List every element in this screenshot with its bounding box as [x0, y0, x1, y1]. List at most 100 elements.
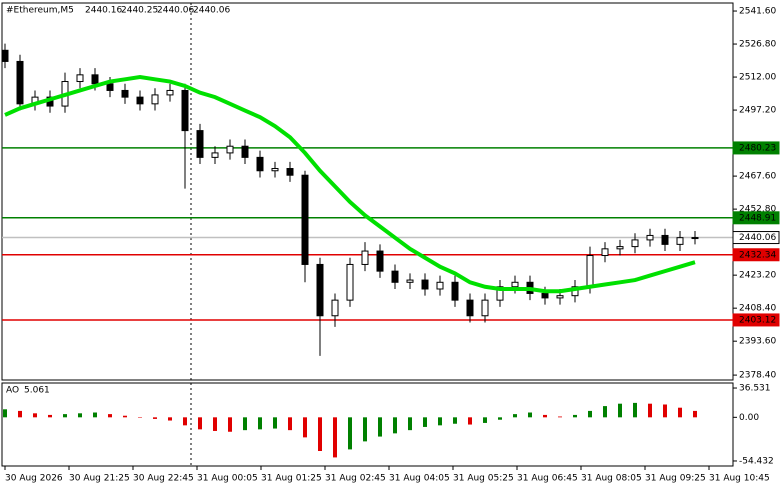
ao-bar: [333, 417, 337, 458]
ao-bar: [258, 417, 262, 430]
candle-body: [421, 279, 429, 290]
x-tick-label: 31 Aug 10:45: [709, 474, 770, 484]
candle-body: [541, 292, 549, 299]
ao-bar: [138, 417, 142, 418]
ao-bar: [108, 414, 112, 418]
ao-bar: [513, 414, 517, 418]
ao-name: AO: [6, 386, 19, 396]
ao-bar: [243, 417, 247, 431]
ao-bar: [618, 403, 622, 418]
x-tick-label: 30 Aug 22:45: [133, 474, 194, 484]
level-box: [732, 141, 780, 155]
y-tick-label: 2541.60: [739, 7, 776, 17]
ao-bar: [93, 412, 97, 418]
ao-y-tick-label: -54.432: [739, 456, 774, 466]
ao-bar: [393, 417, 397, 434]
candle-body: [1, 49, 9, 62]
x-tick-label: 31 Aug 08:05: [581, 474, 642, 484]
candle-body: [346, 263, 354, 301]
ao-bar: [33, 413, 37, 418]
candle-body: [586, 255, 594, 288]
ao-bar: [3, 409, 7, 418]
x-tick-label: 31 Aug 06:45: [517, 474, 578, 484]
level-label: 2480.23: [739, 143, 776, 153]
ao-bar: [378, 417, 382, 437]
y-tick-label: 2452.80: [739, 205, 776, 215]
ao-bar: [168, 417, 172, 421]
y-tick-label: 2408.40: [739, 304, 776, 314]
candle-body: [466, 299, 474, 317]
ao-bar: [123, 415, 127, 418]
y-tick-label: 2423.20: [739, 271, 776, 281]
candle-body: [106, 83, 114, 91]
candle-body: [226, 145, 234, 154]
candle-body: [661, 234, 669, 245]
ao-bar: [18, 410, 22, 418]
candle-body: [136, 96, 144, 105]
ao-bar: [633, 402, 637, 418]
ao-value: 5.061: [24, 386, 50, 396]
y-tick-label: 2467.60: [739, 172, 776, 182]
candle-body: [391, 270, 399, 283]
main-panel: [1, 2, 734, 381]
ao-bar: [198, 417, 202, 430]
x-tick-label: 31 Aug 04:05: [389, 474, 450, 484]
candle-body: [406, 279, 414, 283]
candle-body: [196, 130, 204, 158]
level-label: 2432.34: [739, 250, 776, 260]
ao-bar: [468, 417, 472, 425]
level-box: [732, 313, 780, 327]
ao-bar: [588, 410, 592, 418]
candle-body: [181, 89, 189, 132]
candle-body: [511, 281, 519, 288]
x-tick-label: 30 Aug 21:25: [69, 474, 130, 484]
ao-bar: [63, 414, 67, 418]
ao-bar: [48, 414, 52, 418]
candle-body: [166, 89, 174, 96]
ao-bar: [273, 417, 277, 429]
ao-bar: [213, 417, 217, 431]
candle-body: [361, 250, 369, 265]
candle-body: [241, 145, 249, 158]
candle-body: [556, 295, 564, 299]
ao-bar: [153, 417, 157, 419]
ao-bar: [678, 407, 682, 418]
ao-bar: [558, 416, 562, 418]
ao-y-tick-label: 0.00: [739, 413, 759, 423]
ao-bar: [78, 413, 82, 418]
candle-body: [436, 281, 444, 290]
ao-bar: [453, 417, 457, 424]
header-value: 2440.06: [157, 6, 194, 16]
x-tick-label: 31 Aug 05:25: [453, 474, 514, 484]
y-tick-label: 2526.80: [739, 40, 776, 50]
candle-body: [271, 168, 279, 172]
candle-body: [121, 89, 129, 98]
candle-body: [256, 156, 264, 172]
ao-bar: [663, 404, 667, 418]
ao-bar: [288, 417, 292, 431]
candle-body: [376, 250, 384, 272]
x-tick-label: 31 Aug 02:45: [325, 474, 386, 484]
candle-body: [76, 74, 84, 83]
candle-body: [151, 94, 159, 105]
y-tick-label: 2378.40: [739, 371, 776, 381]
x-tick-label: 30 Aug 2026: [5, 474, 63, 484]
moving-average: [4, 75, 696, 294]
candle-body: [16, 60, 24, 105]
y-tick-label: 2497.20: [739, 106, 776, 116]
level-box: [732, 231, 780, 245]
candle-body: [331, 299, 339, 317]
candle-body: [481, 299, 489, 317]
ao-panel: [1, 382, 734, 467]
x-tick-label: 31 Aug 09:25: [645, 474, 706, 484]
y-tick-label: 2512.00: [739, 73, 776, 83]
candle-body: [91, 74, 99, 85]
level-label: 2440.06: [739, 233, 776, 243]
ao-bar: [693, 410, 697, 418]
ao-bar: [573, 414, 577, 418]
candle-body: [601, 248, 609, 257]
ao-bar: [603, 406, 607, 418]
ao-bar: [348, 417, 352, 450]
header-value: 2440.16: [85, 6, 122, 16]
